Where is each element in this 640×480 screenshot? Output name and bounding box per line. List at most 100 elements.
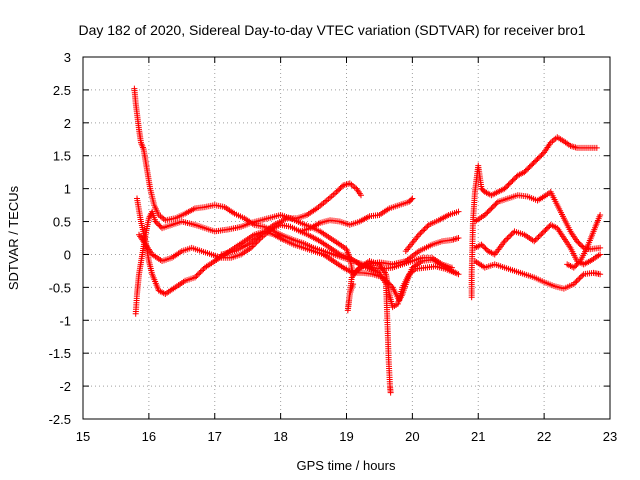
data-point [539,229,546,236]
data-point [597,244,604,251]
data-point [575,239,582,246]
data-point [487,206,494,213]
data-point [579,272,586,279]
data-point [576,240,583,247]
data-point [570,281,577,288]
series-trace-6 [297,195,416,235]
data-point [597,211,604,218]
x-tick-label: 15 [76,429,90,444]
data-point [452,269,459,276]
data-point [409,195,416,202]
data-point [576,275,583,282]
data-point [421,226,428,233]
data-point [418,228,425,235]
data-point [538,152,545,159]
data-point [455,208,462,215]
data-point [388,282,395,289]
chart-title: Day 182 of 2020, Sidereal Day-to-day VTE… [78,22,585,38]
data-point [521,169,528,176]
data-point [510,176,517,183]
data-point [509,177,516,184]
data-point [576,259,583,266]
data-point [479,242,486,249]
data-point [503,236,510,243]
data-point [408,196,415,203]
data-point [478,241,485,248]
x-tick-label: 19 [339,429,353,444]
data-point [336,186,343,193]
data-point [531,238,538,245]
data-point [415,231,422,238]
data-point [508,231,515,238]
data-point [597,251,604,258]
data-point [506,180,513,187]
data-point [525,165,532,172]
data-point [485,208,492,215]
data-point [334,187,341,194]
data-point [526,163,533,170]
data-point [593,144,600,151]
series-trace-5 [218,180,364,258]
data-point [481,244,488,251]
data-point [501,238,508,245]
data-point [508,179,515,186]
series-trace-7 [344,235,462,314]
data-point [572,263,579,270]
data-point [194,271,201,278]
series-trace-11 [471,221,604,268]
data-point [420,227,427,234]
data-point [529,161,536,168]
data-point [488,205,495,212]
data-point [489,204,496,211]
y-tick-label: -0.5 [49,280,71,295]
data-point [573,261,580,268]
x-tick-label: 17 [208,429,222,444]
y-tick-label: -1.5 [49,346,71,361]
data-point [252,240,259,247]
data-point [153,219,160,226]
data-point [534,235,541,242]
series-trace-9 [468,134,600,301]
data-point [357,192,364,199]
x-tick-label: 23 [603,429,617,444]
data-point [455,235,462,241]
data-point [573,278,580,285]
data-point [152,218,159,225]
data-point [505,234,512,241]
y-tick-label: 1 [64,182,71,197]
data-point [574,260,581,267]
data-point [448,264,455,271]
data-point [493,200,500,207]
data-point [578,242,585,249]
y-tick-label: -2.5 [49,412,71,427]
data-point [510,229,517,236]
data-point [542,227,549,234]
x-tick-label: 18 [273,429,287,444]
data-point [502,184,509,191]
axes: 15 16 17 18 19 20 21 22 23-2.5-2-1.5-1-0.500.511… [49,50,618,444]
data-point [483,210,490,217]
y-tick-label: -1 [59,313,71,328]
data-point [505,181,512,188]
x-tick-label: 20 [405,429,419,444]
data-point [522,167,529,174]
x-axis-label: GPS time / hours [297,458,396,473]
data-point [534,156,541,163]
data-point [196,270,203,277]
y-tick-label: -2 [59,379,71,394]
data-point [197,268,204,275]
data-point [424,223,431,230]
data-point [530,159,537,166]
data-point [482,245,489,252]
series-trace-13 [564,211,604,271]
x-tick-label: 16 [142,429,156,444]
data-point [543,225,550,232]
series-trace-8 [402,208,462,255]
data-point [249,243,256,250]
data-point [491,202,498,209]
data-point [247,244,254,251]
series-trace-12 [471,258,604,292]
data-point [574,238,581,245]
data-point [597,271,604,278]
data-point [570,264,577,271]
